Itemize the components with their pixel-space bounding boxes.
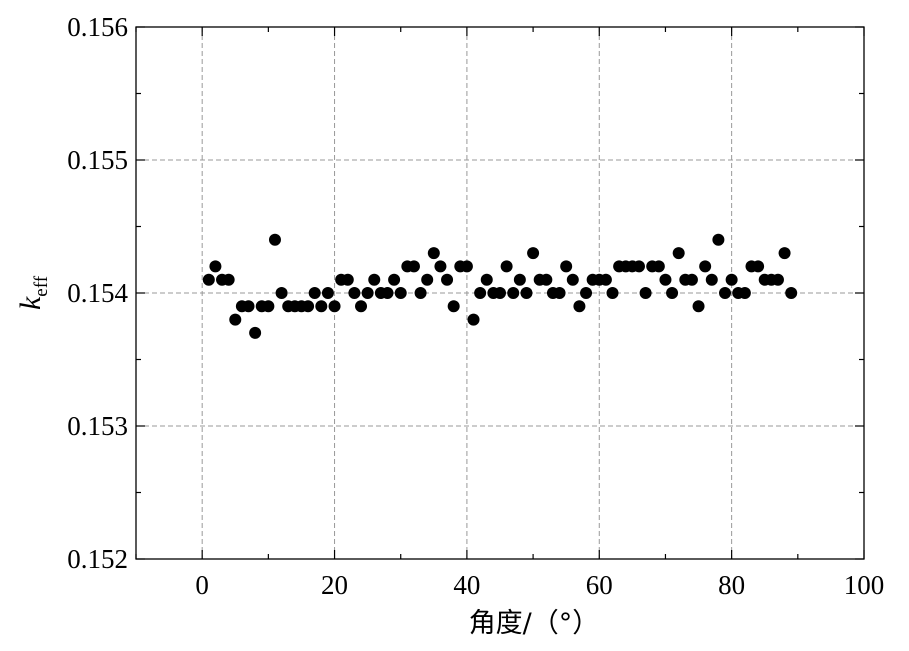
axis-ticks xyxy=(135,26,865,560)
data-point xyxy=(460,260,473,273)
y-tick-label: 0.153 xyxy=(67,411,128,441)
data-point xyxy=(738,287,751,299)
data-point xyxy=(229,313,242,326)
data-point xyxy=(752,260,765,273)
data-point xyxy=(685,273,698,286)
data-point xyxy=(599,273,612,286)
data-point xyxy=(242,300,255,313)
data-points xyxy=(202,233,798,339)
data-point xyxy=(321,287,334,299)
data-point xyxy=(606,287,619,299)
data-point xyxy=(394,287,407,299)
tick-labels: 0 20 40 60 80 100 0.152 0.153 0.154 0.155 0.156 xyxy=(67,12,884,600)
data-point xyxy=(666,287,679,299)
svg-text:keff: keff xyxy=(14,275,52,310)
data-point xyxy=(315,300,328,313)
y-axis-title-sub: eff xyxy=(31,275,52,296)
data-point xyxy=(368,273,381,286)
data-point xyxy=(719,287,732,299)
data-point xyxy=(361,287,374,299)
data-point xyxy=(328,300,341,313)
data-point xyxy=(639,287,652,299)
data-point xyxy=(262,300,275,313)
data-point xyxy=(381,287,394,299)
data-point xyxy=(348,287,361,299)
x-tick-label: 40 xyxy=(453,570,480,600)
x-tick-label: 0 xyxy=(195,570,209,600)
data-point xyxy=(480,273,493,286)
x-tick-label: 80 xyxy=(718,570,745,600)
x-axis-title: 角度/（°） xyxy=(469,608,600,639)
data-point xyxy=(467,313,480,326)
data-point xyxy=(566,273,579,286)
data-point xyxy=(222,273,235,286)
data-point xyxy=(209,260,222,273)
data-point xyxy=(692,300,705,313)
data-point xyxy=(672,247,685,260)
data-point xyxy=(202,273,215,286)
data-point xyxy=(712,233,725,246)
data-point xyxy=(553,287,566,299)
data-point xyxy=(513,273,526,286)
x-tick-label: 60 xyxy=(586,570,613,600)
y-tick-label: 0.155 xyxy=(67,145,128,175)
data-point xyxy=(652,260,665,273)
x-tick-label: 20 xyxy=(321,570,348,600)
data-point xyxy=(302,300,315,313)
data-point xyxy=(407,260,420,273)
data-point xyxy=(699,260,712,273)
y-tick-label: 0.154 xyxy=(67,278,128,308)
data-point xyxy=(441,273,454,286)
data-point xyxy=(275,287,288,299)
plot-frame xyxy=(135,26,865,560)
data-point xyxy=(520,287,533,299)
x-tick-label: 100 xyxy=(844,570,885,600)
data-point xyxy=(705,273,718,286)
data-point xyxy=(540,273,553,286)
data-point xyxy=(771,273,784,286)
data-point xyxy=(785,287,798,299)
data-point xyxy=(573,300,586,313)
data-point xyxy=(388,273,401,286)
data-point xyxy=(414,287,427,299)
data-point xyxy=(249,326,262,339)
data-point xyxy=(434,260,447,273)
y-axis-title: keff xyxy=(14,275,52,310)
data-point xyxy=(421,273,434,286)
data-point xyxy=(268,233,281,246)
y-tick-label: 0.152 xyxy=(67,544,128,574)
data-point xyxy=(580,287,593,299)
data-point xyxy=(341,273,354,286)
data-point xyxy=(494,287,506,299)
data-point xyxy=(447,300,460,313)
y-tick-label: 0.156 xyxy=(67,12,128,42)
y-axis-title-main: k xyxy=(14,296,47,310)
data-point xyxy=(355,300,368,313)
data-point xyxy=(632,260,645,273)
data-point xyxy=(308,287,321,299)
data-point xyxy=(500,260,513,273)
data-point xyxy=(527,247,540,260)
data-point xyxy=(659,273,672,286)
data-point xyxy=(427,247,440,260)
data-point xyxy=(474,287,487,299)
data-point xyxy=(725,273,738,286)
data-point xyxy=(778,247,791,260)
data-point xyxy=(560,260,573,273)
data-point xyxy=(507,287,520,299)
